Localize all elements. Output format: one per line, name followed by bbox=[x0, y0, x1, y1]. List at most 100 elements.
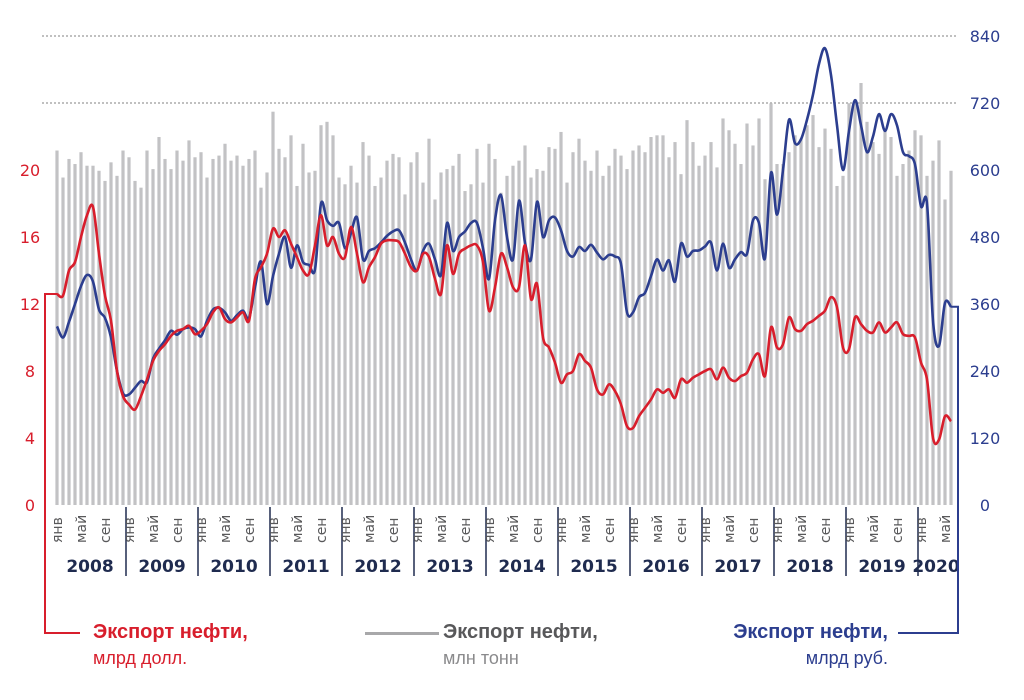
bar-149 bbox=[949, 170, 953, 505]
bar-55 bbox=[385, 160, 389, 505]
right-tick-label: 240 bbox=[970, 362, 1001, 381]
bar-24 bbox=[199, 152, 203, 505]
right-tick-label: 720 bbox=[970, 94, 1001, 113]
year-label: 2012 bbox=[354, 557, 401, 577]
bar-88 bbox=[583, 160, 587, 505]
month-label: сен bbox=[890, 518, 906, 543]
legend-tonnes-swatch bbox=[365, 632, 439, 635]
month-label: янв bbox=[338, 517, 354, 543]
bar-44 bbox=[319, 125, 323, 505]
month-label: янв bbox=[626, 517, 642, 543]
bar-35 bbox=[265, 172, 269, 506]
month-label: янв bbox=[266, 517, 282, 543]
bar-57 bbox=[397, 157, 401, 505]
left-tick-label: 8 bbox=[25, 362, 35, 381]
bar-75 bbox=[505, 175, 509, 505]
month-label: янв bbox=[842, 517, 858, 543]
bar-36 bbox=[271, 111, 275, 506]
month-label: май bbox=[146, 515, 162, 543]
bar-127 bbox=[817, 147, 821, 506]
bar-61 bbox=[421, 182, 425, 506]
bar-142 bbox=[907, 150, 911, 505]
bar-40 bbox=[295, 185, 299, 505]
month-label: май bbox=[578, 515, 594, 543]
right-tick-label: 0 bbox=[980, 496, 990, 515]
bar-80 bbox=[535, 169, 539, 505]
month-label: янв bbox=[770, 517, 786, 543]
bar-130 bbox=[835, 185, 839, 505]
bar-131 bbox=[841, 175, 845, 505]
bar-59 bbox=[409, 162, 413, 505]
bar-83 bbox=[553, 148, 557, 505]
bar-137 bbox=[877, 153, 881, 505]
month-label: сен bbox=[98, 518, 114, 543]
bar-68 bbox=[463, 191, 467, 506]
month-label: май bbox=[434, 515, 450, 543]
bar-94 bbox=[619, 155, 623, 506]
bar-86 bbox=[571, 152, 575, 505]
bar-69 bbox=[469, 184, 473, 505]
bar-50 bbox=[355, 182, 359, 506]
bar-122 bbox=[787, 152, 791, 505]
left-tick-label: 16 bbox=[20, 228, 40, 247]
bar-11 bbox=[121, 150, 125, 505]
bar-53 bbox=[373, 185, 377, 505]
bar-26 bbox=[211, 158, 215, 505]
bar-31 bbox=[241, 165, 245, 505]
bar-99 bbox=[649, 137, 653, 506]
bar-126 bbox=[811, 115, 815, 506]
legend-rub: Экспорт нефти, млрд руб. bbox=[733, 619, 888, 671]
bar-87 bbox=[577, 138, 581, 506]
bar-132 bbox=[847, 103, 851, 506]
month-label: сен bbox=[746, 518, 762, 543]
bar-145 bbox=[925, 175, 929, 505]
bar-34 bbox=[259, 187, 263, 505]
bar-43 bbox=[313, 170, 317, 505]
legend-tonnes: Экспорт нефти, млн тонн bbox=[365, 619, 598, 671]
year-label: 2019 bbox=[858, 557, 905, 577]
bar-78 bbox=[523, 145, 527, 505]
bar-98 bbox=[643, 152, 647, 505]
bar-103 bbox=[673, 142, 677, 505]
bar-15 bbox=[145, 150, 149, 505]
bar-124 bbox=[799, 138, 803, 506]
bar-48 bbox=[343, 184, 347, 505]
bar-120 bbox=[775, 164, 779, 506]
bar-16 bbox=[151, 169, 155, 505]
bar-63 bbox=[433, 199, 437, 506]
month-label: май bbox=[938, 515, 954, 543]
legend-usd-title: Экспорт нефти, bbox=[93, 621, 248, 643]
year-label: 2015 bbox=[570, 557, 617, 577]
right-tick-label: 600 bbox=[970, 161, 1001, 180]
bar-121 bbox=[781, 164, 785, 506]
month-label: сен bbox=[170, 518, 186, 543]
bar-90 bbox=[595, 150, 599, 505]
bar-46 bbox=[331, 135, 335, 505]
bar-5 bbox=[85, 165, 89, 505]
year-label: 2009 bbox=[138, 557, 185, 577]
month-label: янв bbox=[122, 517, 138, 543]
bar-1 bbox=[61, 177, 65, 505]
bar-136 bbox=[871, 142, 875, 505]
bar-29 bbox=[229, 160, 233, 505]
bar-135 bbox=[865, 121, 869, 505]
bar-148 bbox=[943, 199, 947, 506]
bar-108 bbox=[703, 155, 707, 506]
bar-77 bbox=[517, 160, 521, 505]
bar-115 bbox=[745, 123, 749, 506]
month-label: сен bbox=[530, 518, 546, 543]
bar-49 bbox=[349, 165, 353, 505]
bar-106 bbox=[691, 142, 695, 505]
bar-21 bbox=[181, 160, 185, 505]
bar-45 bbox=[325, 121, 329, 505]
bar-96 bbox=[631, 150, 635, 505]
month-label: май bbox=[362, 515, 378, 543]
bar-76 bbox=[511, 165, 515, 505]
bar-134 bbox=[859, 83, 863, 505]
month-label: май bbox=[722, 515, 738, 543]
legend-tonnes-title: Экспорт нефти, bbox=[443, 621, 598, 643]
bar-82 bbox=[547, 147, 551, 506]
bar-89 bbox=[589, 170, 593, 505]
month-label: май bbox=[794, 515, 810, 543]
